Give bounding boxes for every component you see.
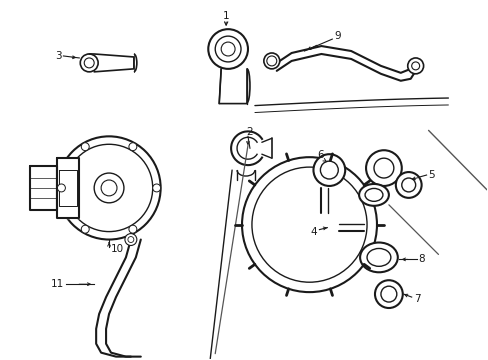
Circle shape [80,54,98,72]
Circle shape [374,280,402,308]
Text: 6: 6 [317,150,324,160]
Text: 1: 1 [223,11,229,21]
Text: 5: 5 [427,170,434,180]
Polygon shape [30,166,57,210]
Circle shape [152,184,161,192]
Text: 9: 9 [334,31,340,41]
Text: 4: 4 [310,226,317,237]
Ellipse shape [359,243,397,272]
Circle shape [129,143,137,150]
Circle shape [124,234,137,246]
Circle shape [57,136,161,239]
Circle shape [395,172,421,198]
Circle shape [366,150,401,186]
Circle shape [208,29,247,69]
Circle shape [129,225,137,233]
Circle shape [81,225,89,233]
Polygon shape [57,158,79,218]
Circle shape [81,143,89,150]
Circle shape [313,154,345,186]
Ellipse shape [358,184,388,206]
Text: 11: 11 [51,279,64,289]
Circle shape [407,58,423,74]
Circle shape [242,157,376,292]
Circle shape [57,184,65,192]
Text: 10: 10 [111,244,124,255]
Circle shape [264,53,279,69]
Text: 3: 3 [55,51,61,61]
Text: 2: 2 [245,127,252,138]
Circle shape [94,173,123,203]
Text: 7: 7 [413,294,420,304]
Text: 8: 8 [418,255,425,264]
